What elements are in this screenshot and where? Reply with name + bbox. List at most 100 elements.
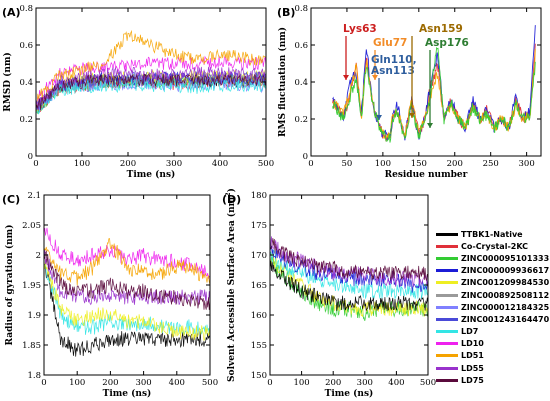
y-axis-title: Radius of gyration (nm) [4,225,15,346]
legend-item: ZINC000009936617 [436,265,550,277]
y-tick-label: 165 [251,281,267,291]
legend-swatch [436,378,458,382]
legend-label: ZINC001243164470 [461,314,550,324]
rg-panel: 0 100 200 300 400 500 1.8 1.85 1.9 1.95 2 2.05 2.1 Ti… [0,185,220,401]
legend-label: ZINC000892508112 [461,290,550,300]
x-tick-label: 400 [388,378,404,388]
legend-item: ZINC000095101333 [436,252,550,264]
panel-label: (B) [277,6,295,19]
legend-label: LD55 [461,363,484,373]
annotation-arrowhead [376,115,382,120]
rmsd-chart: 0 100 200 300 400 500 0 0.2 0.4 0.6 0.8 Time (ns) RM… [2,4,274,180]
x-axis-title: Residue number [385,170,468,180]
x-axis-title: Time (ns) [103,388,152,399]
rmsd-panel: 0 100 200 300 400 500 0 0.2 0.4 0.6 0.8 Time (ns) RM… [0,0,275,190]
x-tick-label: 200 [447,159,463,169]
legend-swatch [436,269,458,273]
series-line-zinc000095101333 [332,46,536,143]
residue-annotation: Glu77 [373,37,407,49]
x-tick-label: 300 [166,159,182,169]
legend-label: ZINC000009936617 [461,266,550,276]
annotation-arrowhead [343,75,349,80]
annotation-arrowhead [372,75,378,80]
x-tick-label: 200 [102,378,118,388]
y-tick-label: 0.4 [294,78,308,88]
legend-swatch [436,281,458,285]
y-tick-label: 0.6 [19,41,33,51]
x-tick-label: 150 [411,159,427,169]
legend-label: ZINC001209984530 [461,278,550,288]
legend-item: LD51 [436,350,548,362]
x-tick-label: 300 [357,378,373,388]
y-tick-label: 150 [251,371,267,381]
x-tick-label: 300 [135,378,151,388]
rmsf-panel: 0 50 100 150 200 250 300 0 0.2 0.4 0.6 0.8 Residue n… [275,0,550,190]
y-axis-title-text: RMS fluctuation (nm) [277,27,288,137]
series-line-ld75 [35,73,267,111]
y-axis-title-text: RMSD (nm) [2,52,13,111]
x-tick-label: 200 [325,378,341,388]
x-tick-label: 100 [293,378,309,388]
series-line-ld10 [43,227,211,279]
y-axis-title-superscript: 2 [224,192,232,197]
series-group [35,29,267,115]
x-tick-label: 400 [212,159,228,169]
y-tick-label: 2.05 [22,221,41,231]
legend-swatch [436,317,458,321]
residue-annotation: Asn159 [419,23,463,35]
y-tick-label: 0 [303,152,308,162]
legend-item: Co-Crystal-2KC [436,240,548,252]
y-tick-label: 2 [36,251,41,261]
legend-item: ZINC000892508112 [436,289,550,301]
legend-label: TTBK1-Native [461,229,523,239]
panel-label: (C) [2,193,20,206]
series-line-ld51 [43,238,211,286]
panel-label: (A) [2,6,21,19]
y-tick-label: 170 [251,251,267,261]
legend-item: LD75 [436,374,548,386]
x-tick-label: 500 [202,378,218,388]
legend-item: LD10 [436,338,548,350]
legend-item: ZINC001243164470 [436,313,550,325]
y-axis-title: RMSD (nm) [2,52,13,111]
x-tick-label: 500 [420,378,436,388]
legend-swatch [436,256,458,260]
y-tick-label: 180 [251,191,267,201]
legend-item: ZINC001209984530 [436,277,550,289]
legend: TTBK1-Native Co-Crystal-2KC ZINC0000951013… [436,228,550,386]
legend-swatch [436,244,458,248]
x-tick-label: 0 [267,378,272,388]
legend-swatch [436,342,458,346]
series-line-ld55 [35,66,267,110]
x-tick-label: 100 [69,378,85,388]
y-tick-label: 160 [251,311,267,321]
legend-item: LD55 [436,362,548,374]
series-line-ld75 [269,238,429,282]
annotation-arrowhead [409,113,415,118]
sasa-panel: 0 100 200 300 400 500 150 155 160 165 170 175 180 Tim… [220,185,436,401]
x-axis-title: Time (ns) [127,169,176,180]
residue-annotation: Asn113 [371,65,415,77]
y-tick-label: 0.2 [294,115,308,125]
legend-label: ZINC000095101333 [461,253,550,263]
x-tick-label: 0 [308,159,313,169]
y-axis-title: Solvent Accessible Surface Area (nm2) [224,188,237,382]
series-line-ld55 [269,236,429,288]
sasa-chart: 0 100 200 300 400 500 150 155 160 165 170 175 180 Tim… [222,188,436,399]
series-group [269,236,429,321]
legend-item: TTBK1-Native [436,228,548,240]
x-tick-label: 0 [41,378,46,388]
x-tick-label: 250 [483,159,499,169]
y-tick-label: 1.95 [22,281,41,291]
legend-swatch [436,354,458,358]
legend-item: ZINC000012184325 [436,301,549,313]
y-tick-label: 0.2 [19,115,33,125]
legend-label: LD7 [461,327,479,337]
x-tick-label: 100 [375,159,391,169]
x-tick-label: 100 [74,159,90,169]
y-tick-label: 0.8 [19,4,33,14]
x-tick-label: 300 [519,159,535,169]
y-tick-label: 0.8 [294,4,308,14]
x-axis-title: Time (ns) [325,388,374,399]
panel-label: (D) [222,193,241,206]
